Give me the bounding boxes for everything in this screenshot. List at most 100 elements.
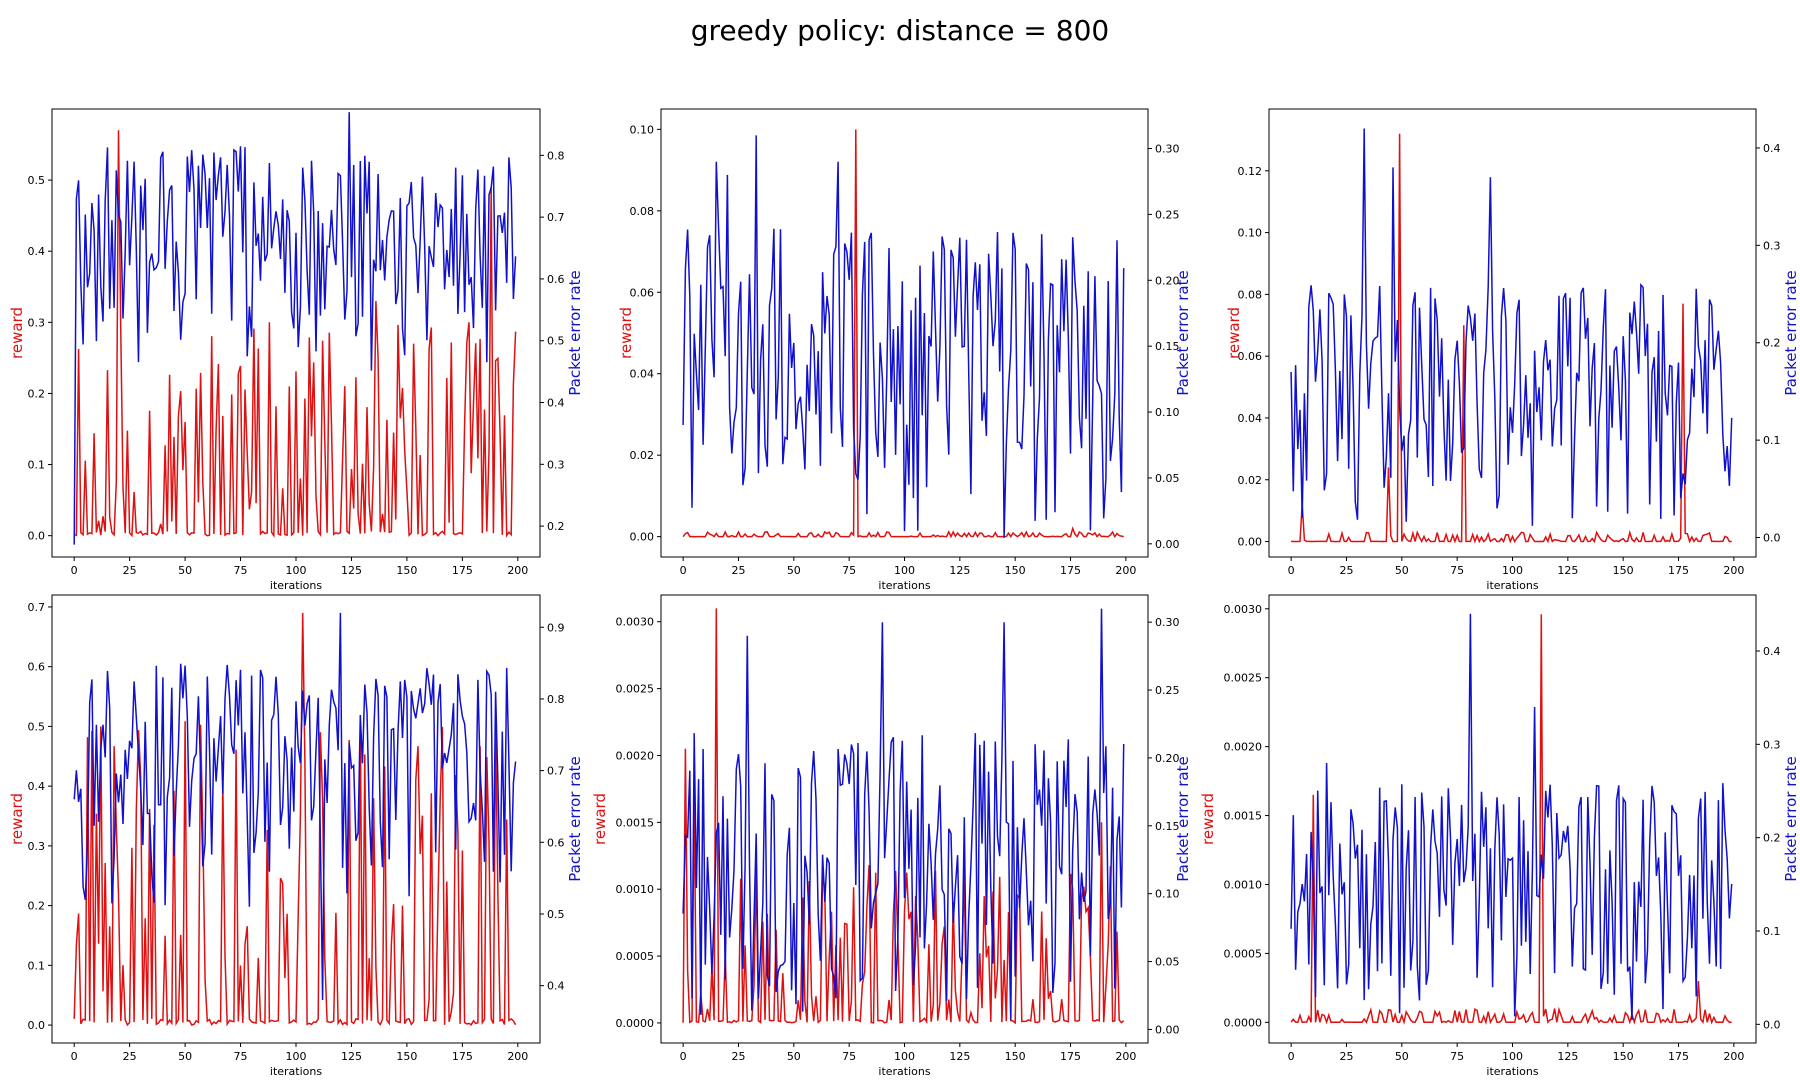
x-tick-label: 175 bbox=[452, 564, 473, 577]
y-left-tick-label: 0.3 bbox=[28, 316, 46, 329]
y-left-tick-label: 0.0005 bbox=[616, 950, 655, 963]
y-right-tick-label: 0.20 bbox=[1155, 274, 1180, 287]
y-left-tick-label: 0.0000 bbox=[616, 1017, 655, 1030]
x-tick-label: 200 bbox=[1115, 1050, 1136, 1063]
y-left-tick-label: 0.0030 bbox=[616, 616, 655, 629]
y-left-tick-label: 0.00 bbox=[630, 531, 655, 544]
y-right-axis-label: Packet error rate bbox=[566, 756, 584, 881]
x-tick-label: 200 bbox=[507, 1050, 528, 1063]
y-left-tick-label: 0.0020 bbox=[616, 749, 655, 762]
y-left-axis-label: reward bbox=[8, 307, 26, 359]
x-tick-label: 125 bbox=[341, 1050, 362, 1063]
x-tick-label: 100 bbox=[286, 1050, 307, 1063]
x-tick-label: 25 bbox=[731, 1050, 745, 1063]
y-left-tick-label: 0.0010 bbox=[616, 883, 655, 896]
y-right-tick-label: 0.2 bbox=[547, 520, 565, 533]
y-left-tick-label: 0.0025 bbox=[616, 683, 655, 696]
y-right-axis-label: Packet error rate bbox=[1174, 756, 1192, 881]
y-left-tick-label: 0.4 bbox=[28, 780, 46, 793]
y-right-tick-label: 0.00 bbox=[1155, 538, 1180, 551]
x-tick-label: 200 bbox=[507, 564, 528, 577]
x-tick-label: 100 bbox=[286, 564, 307, 577]
x-tick-label: 50 bbox=[1395, 1050, 1409, 1063]
y-left-tick-label: 0.0015 bbox=[1224, 810, 1263, 823]
x-tick-label: 150 bbox=[396, 1050, 417, 1063]
x-axis-label: iterations bbox=[1486, 1065, 1538, 1078]
x-tick-label: 25 bbox=[1339, 1050, 1353, 1063]
x-tick-label: 50 bbox=[787, 1050, 801, 1063]
x-tick-label: 0 bbox=[1288, 1050, 1295, 1063]
y-right-tick-label: 0.8 bbox=[547, 149, 565, 162]
y-right-tick-label: 0.7 bbox=[547, 765, 565, 778]
y-left-tick-label: 0.06 bbox=[630, 286, 655, 299]
y-right-tick-label: 0.8 bbox=[547, 693, 565, 706]
x-tick-label: 75 bbox=[1450, 1050, 1464, 1063]
y-right-tick-label: 0.00 bbox=[1155, 1023, 1180, 1036]
x-axis-label: iterations bbox=[270, 579, 322, 592]
y-left-tick-label: 0.10 bbox=[630, 123, 655, 136]
y-right-tick-label: 0.3 bbox=[1763, 738, 1781, 751]
x-tick-label: 0 bbox=[680, 564, 687, 577]
x-tick-label: 175 bbox=[1060, 564, 1081, 577]
y-left-tick-label: 0.0 bbox=[28, 530, 46, 543]
x-tick-label: 200 bbox=[1115, 564, 1136, 577]
x-tick-label: 125 bbox=[1557, 564, 1578, 577]
x-tick-label: 100 bbox=[894, 1050, 915, 1063]
y-left-tick-label: 0.2 bbox=[28, 900, 46, 913]
series-packet-error-rate-line bbox=[1290, 128, 1733, 526]
y-right-tick-label: 0.10 bbox=[1155, 888, 1180, 901]
x-tick-label: 150 bbox=[1005, 564, 1026, 577]
x-tick-label: 50 bbox=[178, 1050, 192, 1063]
y-right-tick-label: 0.05 bbox=[1155, 956, 1180, 969]
series-reward-line bbox=[1291, 133, 1732, 544]
y-left-tick-label: 0.0005 bbox=[1224, 947, 1263, 960]
series-reward-line bbox=[73, 612, 517, 1027]
y-right-tick-label: 0.2 bbox=[1763, 337, 1781, 350]
y-right-tick-label: 0.0 bbox=[1763, 1018, 1781, 1031]
x-tick-label: 150 bbox=[396, 564, 417, 577]
x-tick-label: 125 bbox=[341, 564, 362, 577]
y-right-tick-label: 0.3 bbox=[1763, 239, 1781, 252]
x-tick-label: 200 bbox=[1723, 1050, 1744, 1063]
x-tick-label: 175 bbox=[1668, 564, 1689, 577]
series-packet-error-rate-line bbox=[73, 112, 517, 545]
y-right-tick-label: 0.9 bbox=[547, 621, 565, 634]
subplot-top-left: 0 25 50 75 100 125 150 175 200 0.0 0.1 0.2 0.3 0.4 0.5… bbox=[8, 108, 584, 592]
axes-frame bbox=[51, 594, 541, 1044]
x-tick-label: 150 bbox=[1005, 1050, 1026, 1063]
axes-frame bbox=[51, 108, 541, 558]
x-tick-label: 75 bbox=[842, 564, 856, 577]
y-left-tick-label: 0.08 bbox=[630, 205, 655, 218]
y-right-tick-label: 0.6 bbox=[547, 273, 565, 286]
y-left-tick-label: 0.12 bbox=[1238, 165, 1263, 178]
y-right-tick-label: 0.10 bbox=[1155, 406, 1180, 419]
y-left-tick-label: 0.02 bbox=[1238, 474, 1263, 487]
y-right-tick-label: 0.25 bbox=[1155, 208, 1180, 221]
x-tick-label: 25 bbox=[123, 1050, 137, 1063]
y-left-tick-label: 0.5 bbox=[28, 174, 46, 187]
series-packet-error-rate-line bbox=[73, 612, 517, 1001]
subplot-bottom-center: 0 25 50 75 100 125 150 175 200 0.0000 0.0005 0.0010… bbox=[591, 594, 1192, 1078]
y-left-tick-label: 0.6 bbox=[28, 661, 46, 674]
x-tick-label: 75 bbox=[234, 1050, 248, 1063]
y-right-tick-label: 0.15 bbox=[1155, 340, 1180, 353]
subplot-top-right: 0 25 50 75 100 125 150 175 200 0.00 0.02 0.04 0.06 0.… bbox=[1225, 108, 1800, 592]
x-tick-label: 25 bbox=[731, 564, 745, 577]
x-tick-label: 0 bbox=[71, 1050, 78, 1063]
y-left-tick-label: 0.0030 bbox=[1224, 603, 1263, 616]
x-axis-label: iterations bbox=[270, 1065, 322, 1078]
y-left-tick-label: 0.06 bbox=[1238, 350, 1263, 363]
y-left-tick-label: 0.0020 bbox=[1224, 741, 1263, 754]
subplot-bottom-left: 0 25 50 75 100 125 150 175 200 0.0 0.1 0.2 0.3 0.4 0.5… bbox=[8, 594, 584, 1078]
y-left-tick-label: 0.10 bbox=[1238, 227, 1263, 240]
x-tick-label: 0 bbox=[1288, 564, 1295, 577]
subplot-bottom-right: 0 25 50 75 100 125 150 175 200 0.0000 0.0005 0.0010… bbox=[1199, 594, 1800, 1078]
y-left-axis-label: reward bbox=[591, 793, 609, 845]
y-left-tick-label: 0.0025 bbox=[1224, 672, 1263, 685]
y-right-tick-label: 0.05 bbox=[1155, 472, 1180, 485]
y-right-tick-label: 0.5 bbox=[547, 908, 565, 921]
y-left-tick-label: 0.0 bbox=[28, 1019, 46, 1032]
y-right-tick-label: 0.25 bbox=[1155, 684, 1180, 697]
x-tick-label: 125 bbox=[949, 1050, 970, 1063]
y-right-tick-label: 0.30 bbox=[1155, 616, 1180, 629]
